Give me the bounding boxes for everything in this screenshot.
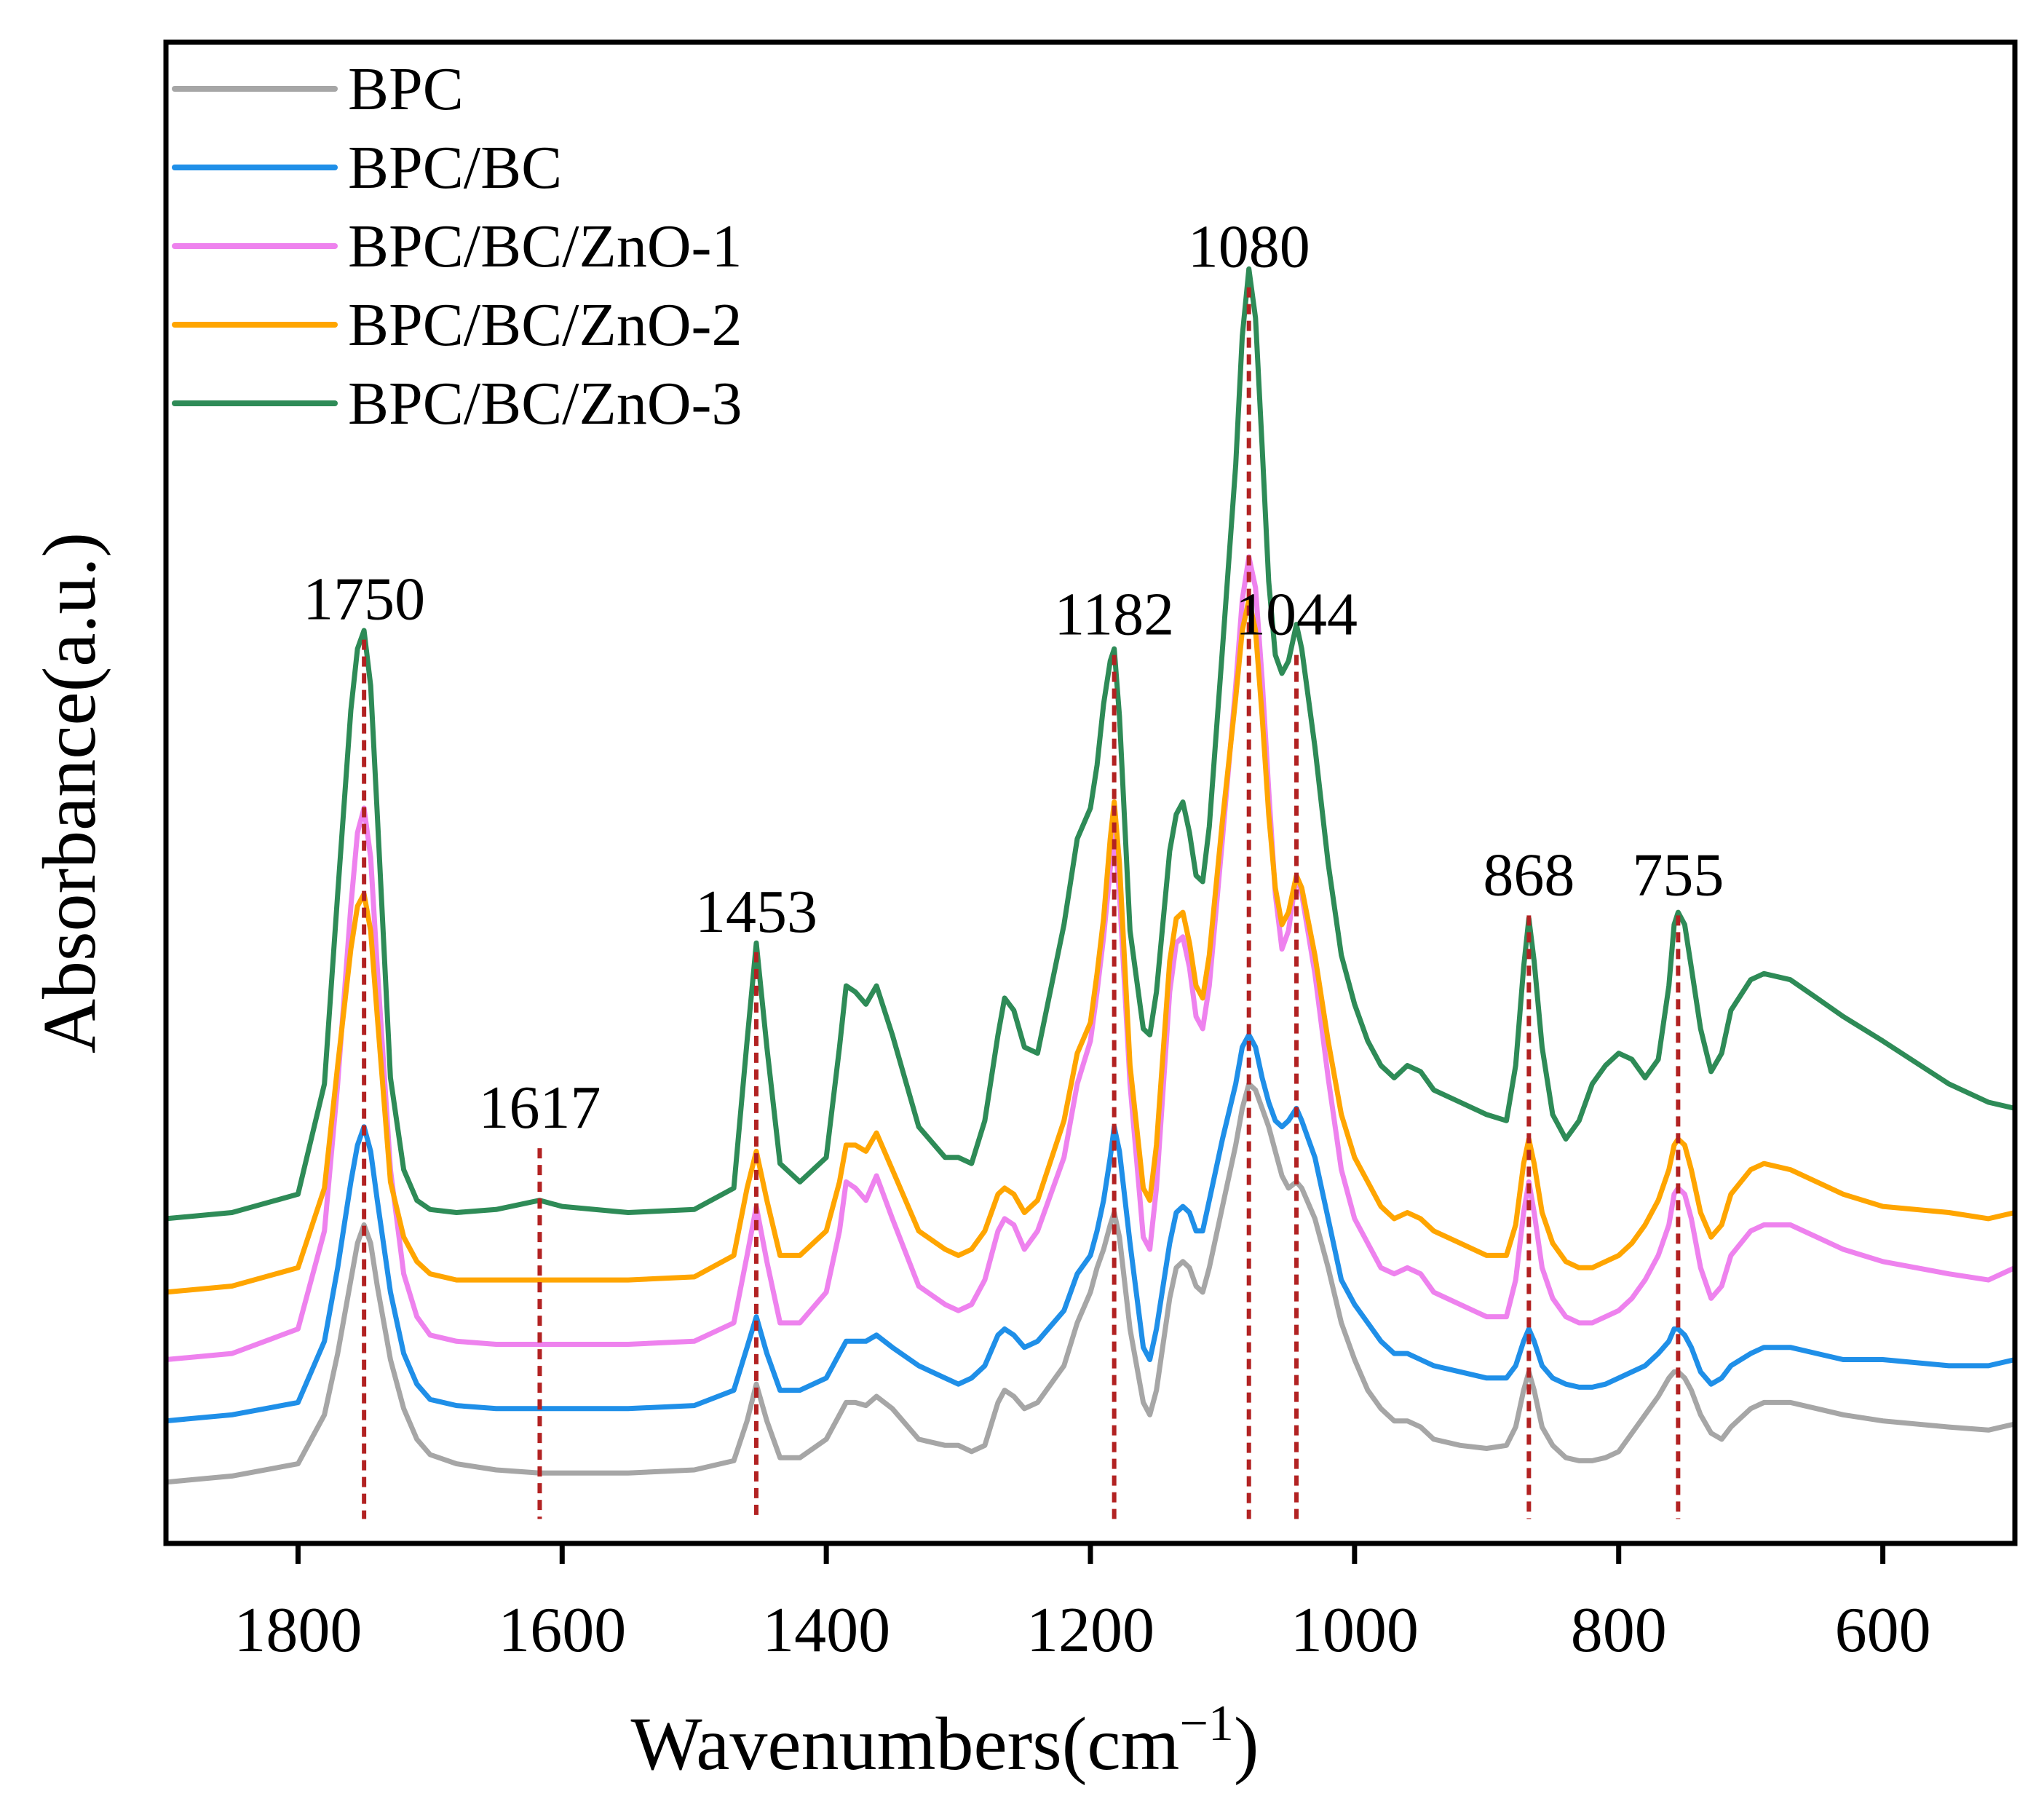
peak-label-1453: 1453 [695,878,817,946]
legend-label-bpc-bc: BPC/BC [348,134,562,202]
x-tick-label-1800: 1800 [234,1595,362,1666]
peak-label-1617: 1617 [478,1074,601,1142]
x-tick-label-1400: 1400 [762,1595,890,1666]
peak-label-1750: 1750 [303,566,425,633]
x-tick-label-1200: 1200 [1026,1595,1154,1666]
x-axis: 1800 1600 1400 1200 1000 800 600 [234,1543,1931,1666]
x-axis-title-text: Wavenumbers(cm [630,1702,1179,1786]
x-axis-title-superscript: −1 [1179,1696,1233,1752]
legend-label-bpc-bc-zno-2: BPC/BC/ZnO-2 [348,291,742,359]
x-tick-label-1600: 1600 [498,1595,626,1666]
legend: BPC BPC/BC BPC/BC/ZnO-1 BPC/BC/ZnO-2 BPC/BC/… [172,55,742,438]
x-axis-title: Wavenumbers(cm−1) [630,1696,1259,1786]
legend-label-bpc-bc-zno-1: BPC/BC/ZnO-1 [348,213,742,280]
legend-label-bpc-bc-zno-3: BPC/BC/ZnO-3 [348,370,742,438]
x-tick-label-800: 800 [1571,1595,1667,1666]
peak-label-1080: 1080 [1188,213,1310,281]
x-axis-title-end: ) [1234,1702,1259,1786]
series-layer [163,266,2018,1485]
series-line-bpc-bc [163,1032,2018,1424]
peak-label-1182: 1182 [1054,581,1174,649]
peak-label-1044: 1044 [1235,581,1358,649]
legend-label-bpc: BPC [348,55,464,123]
peak-label-755: 755 [1632,841,1724,909]
x-tick-label-600: 600 [1835,1595,1931,1666]
peak-labels-layer: 1750 1617 1453 1182 1080 1044 868 755 [303,213,1724,1142]
peak-lines-layer [362,287,1681,1519]
series-line-bpc-bc-zno-3 [163,266,2018,1222]
peak-label-868: 868 [1483,841,1574,909]
series-line-bpc-bc-zno-2 [163,597,2018,1295]
y-axis-title: Absorbance(a.u.) [28,532,111,1053]
series-line-bpc [163,1081,2018,1485]
x-tick-label-1000: 1000 [1291,1595,1419,1666]
series-line-bpc-bc-zno-1 [163,554,2018,1362]
